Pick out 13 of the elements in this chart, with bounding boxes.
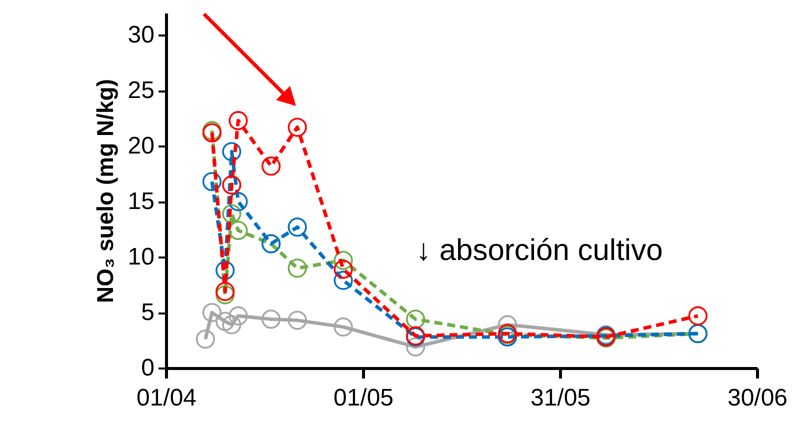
y-tick-label: 30 — [128, 22, 154, 49]
y-axis-title: NO₃ suelo (mg N/kg) — [92, 78, 118, 304]
y-tick-label: 20 — [128, 132, 154, 160]
x-tick-label: 30/06 — [727, 384, 788, 412]
y-tick-label: 0 — [141, 354, 154, 382]
y-tick-label: 15 — [128, 188, 154, 216]
x-tick-label: 01/05 — [333, 384, 394, 412]
x-tick-label: 01/04 — [136, 384, 197, 412]
y-tick-label: 25 — [128, 77, 154, 104]
y-tick-label: 5 — [141, 299, 154, 326]
annotation: ↓ absorción cultivo — [416, 234, 663, 267]
x-tick-label: 31/05 — [530, 384, 591, 412]
y-tick-label: 10 — [128, 244, 154, 271]
